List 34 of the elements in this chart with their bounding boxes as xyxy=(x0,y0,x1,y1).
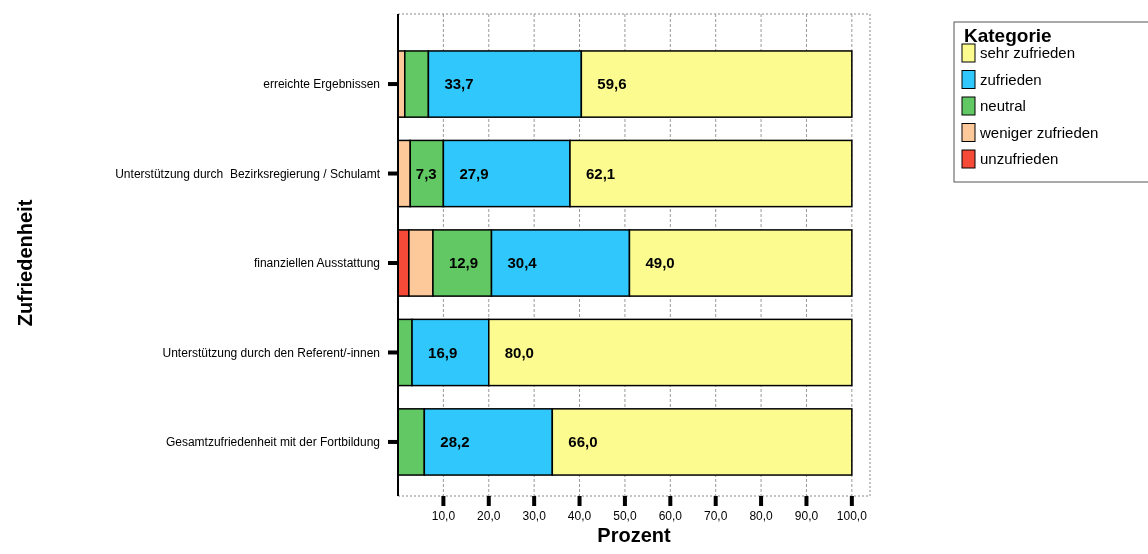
x-tick-label: 30,0 xyxy=(522,509,547,523)
data-label: 28,2 xyxy=(440,433,470,451)
data-label: 16,9 xyxy=(428,343,458,361)
data-label: 59,6 xyxy=(597,75,627,93)
data-label: 27,9 xyxy=(459,164,489,182)
x-tick-label: 20,0 xyxy=(477,509,501,523)
x-tick-label: 70,0 xyxy=(704,509,728,523)
legend-label: zufrieden xyxy=(980,70,1042,88)
data-label: 62,1 xyxy=(586,164,616,182)
data-label: 33,7 xyxy=(444,75,474,93)
data-label: 30,4 xyxy=(507,254,538,272)
legend-label: neutral xyxy=(980,97,1026,115)
x-axis-title: Prozent xyxy=(597,524,672,546)
x-tick-label: 80,0 xyxy=(749,509,774,523)
x-tick-label: 40,0 xyxy=(567,509,592,523)
y-tick-label: finanziellen Ausstattung xyxy=(253,256,380,271)
y-tick-label: Unterstützung durch Bezirksregierung / Schulamt xyxy=(115,166,381,181)
y-axis-title: Zufriedenheit xyxy=(14,199,36,327)
data-label: 80,0 xyxy=(504,343,534,361)
y-tick-label: Gesamtzufriedenheit mit der Fortbildung xyxy=(165,435,380,450)
x-tick-label: 10,0 xyxy=(431,509,456,523)
data-label: 49,0 xyxy=(645,254,675,272)
x-tick-label: 50,0 xyxy=(613,509,637,523)
data-label: 12,9 xyxy=(448,254,479,272)
legend-title: Kategorie xyxy=(964,25,1052,46)
x-tick-label: 60,0 xyxy=(658,509,683,523)
y-tick-label: Unterstützung durch den Referent/-innen xyxy=(162,345,380,360)
data-label: 66,0 xyxy=(568,433,598,451)
x-tick-label: 90,0 xyxy=(794,509,819,523)
data-label: 7,3 xyxy=(415,164,437,182)
legend-label: weniger zufrieden xyxy=(979,123,1099,141)
x-tick-label: 100,0 xyxy=(836,509,868,523)
y-tick-label: erreichte Ergebnissen xyxy=(263,77,380,92)
legend-label: unzufrieden xyxy=(980,150,1059,168)
